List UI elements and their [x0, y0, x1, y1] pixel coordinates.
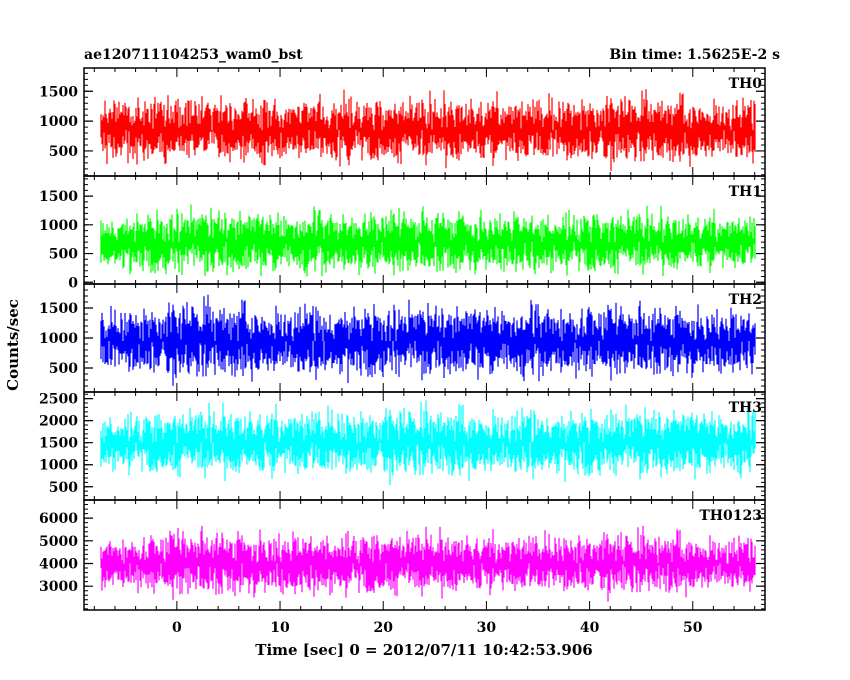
band-label: TH0123 [699, 508, 762, 524]
x-axis-title: Time [sec] 0 = 2012/07/11 10:42:53.906 [255, 641, 592, 659]
series-th3 [100, 400, 756, 486]
panel-th3: 500 1000 1500 2000 2500 TH3 [39, 391, 766, 501]
x-tick-label: 40 [580, 620, 600, 636]
bin-time-label: Bin time: 1.5625E-2 s [609, 47, 780, 63]
y-tick-label: 0 [68, 275, 78, 291]
x-tick-label: 10 [270, 620, 290, 636]
y-tick-label: 2500 [39, 392, 78, 408]
series-th0 [100, 89, 756, 172]
y-tick-label: 1500 [39, 84, 78, 100]
x-tick-label: 20 [373, 620, 393, 636]
y-tick-label: 1500 [39, 189, 78, 205]
y-tick-label: 4000 [39, 557, 78, 573]
series-th1 [100, 204, 756, 277]
x-tick-label: 50 [683, 620, 703, 636]
band-label: TH0 [729, 76, 763, 92]
y-tick-label: 500 [49, 144, 78, 160]
y-axis-title: Counts/sec [4, 299, 22, 391]
series-th2 [100, 294, 756, 386]
panel-th0: 500 1000 1500 TH0 [39, 67, 766, 177]
band-label: TH1 [729, 184, 762, 200]
band-label: TH2 [729, 292, 762, 308]
y-tick-label: 1000 [39, 114, 78, 130]
y-tick-label: 1500 [39, 436, 78, 452]
y-tick-label: 1000 [39, 218, 78, 234]
y-tick-label: 5000 [39, 534, 78, 550]
y-tick-label: 2000 [39, 414, 78, 430]
panel-th1: 0 500 1000 1500 TH1 [39, 175, 766, 291]
panel-th0123: 3000 4000 5000 6000 TH0123 [39, 499, 766, 611]
band-label: TH3 [729, 400, 762, 416]
chart-title: ae120711104253_wam0_bst [84, 47, 303, 63]
y-tick-label: 1000 [39, 331, 78, 347]
y-tick-label: 500 [49, 361, 78, 377]
series-th0123 [100, 525, 756, 602]
y-tick-label: 3000 [39, 579, 78, 595]
x-tick-label: 0 [172, 620, 182, 636]
y-tick-label: 500 [49, 247, 78, 263]
x-tick-labels: 0 10 20 30 40 50 [172, 620, 703, 636]
x-tick-label: 30 [477, 620, 497, 636]
y-tick-label: 500 [49, 480, 78, 496]
y-tick-label: 6000 [39, 511, 78, 527]
y-tick-label: 1000 [39, 458, 78, 474]
y-tick-label: 1500 [39, 301, 78, 317]
panel-th2: 500 1000 1500 TH2 [39, 283, 766, 393]
